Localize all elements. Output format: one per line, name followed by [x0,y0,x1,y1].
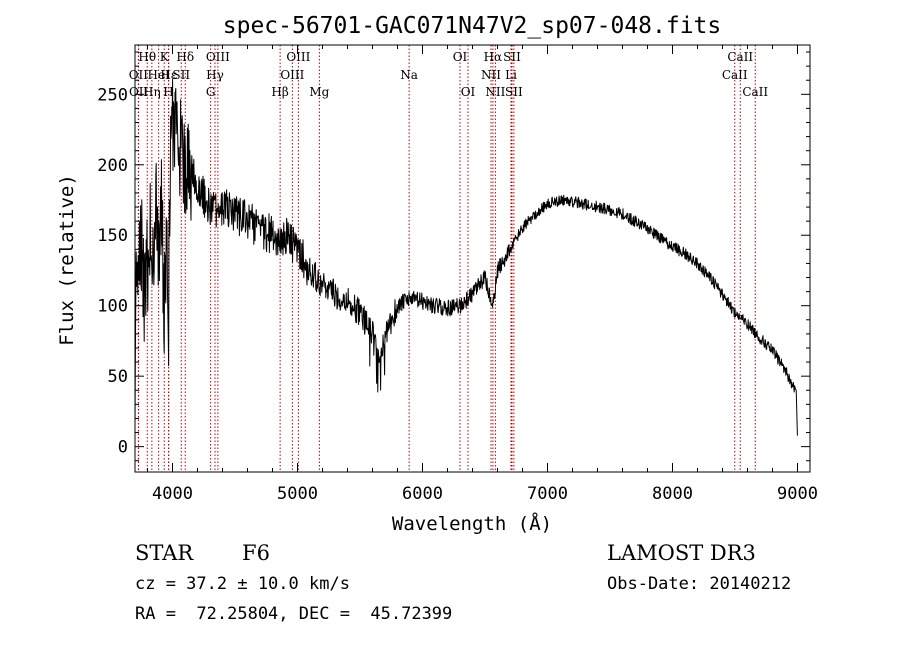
spectral-line-label: Hδ [176,50,194,64]
spectral-line-label: Hβ [271,85,288,99]
spectral-line-label: Hγ [206,68,224,82]
y-axis-ticks: 0 50 100 150 200 250 [97,51,810,462]
x-tick-label: 9000 [777,484,818,504]
obs-date: Obs-Date: 20140212 [607,574,791,594]
spectral-line-label: H [163,85,173,99]
y-tick-label: 0 [118,438,128,458]
spectral-line-label: NII [481,68,501,82]
spectral-line-label: HeI [147,68,170,82]
y-tick-label: 250 [97,85,128,105]
spectral-line-label: Na [400,68,418,82]
spectral-line-label: SII [172,68,190,82]
x-tick-label: 8000 [652,484,693,504]
spectrum-line [134,78,798,436]
survey-name: LAMOST DR3 [607,541,756,565]
object-class: STAR [135,541,194,565]
spectral-line-label: CaII [722,68,748,82]
y-axis-label: Flux (relative) [56,174,78,346]
x-tick-label: 6000 [402,484,443,504]
spectral-line-label: G [206,85,216,99]
spectral-line-label: CaII [727,50,753,64]
x-axis-label: Wavelength (Å) [392,512,552,535]
spectral-line-label: Li [505,68,517,82]
x-tick-label: 5000 [277,484,318,504]
spectral-line-label: SII [505,85,523,99]
spectral-line-label: Hε [160,68,177,82]
x-tick-label: 7000 [527,484,568,504]
spectral-line-label: Hθ [138,50,156,64]
spectral-line-label: OIII [280,68,304,82]
spectral-line-label: OIII [206,50,230,64]
spectral-line-label: OI [461,85,476,99]
object-subclass: F6 [242,541,270,565]
spectral-line-label: CaII [742,85,768,99]
ra-dec: RA = 72.25804, DEC = 45.72399 [135,604,452,624]
spectral-line-label: K [160,50,170,64]
spectral-line-label: OII [129,68,149,82]
spectral-line-label: Mg [309,85,329,99]
spectral-line-label: OII [129,85,149,99]
y-tick-label: 200 [97,156,128,176]
plot-frame [134,44,811,473]
y-tick-label: 100 [97,297,128,317]
spectral-line-label: Hη [143,85,161,99]
x-axis-ticks: 4000 5000 6000 7000 8000 9000 [147,45,818,504]
y-tick-label: 50 [108,367,128,387]
spectral-line-label: OIII [286,50,310,64]
spectral-line-label: SII [503,50,521,64]
y-tick-label: 150 [97,226,128,246]
spectral-line-label: NII [485,85,505,99]
spectral-line-label: Hα [484,50,503,64]
spectral-line-label: OI [453,50,468,64]
x-tick-label: 4000 [152,484,193,504]
marker-lines [137,45,756,472]
redshift-cz: cz = 37.2 ± 10.0 km/s [135,574,350,594]
chart-title: spec-56701-GAC071N47V2_sp07-048.fits [223,13,722,39]
